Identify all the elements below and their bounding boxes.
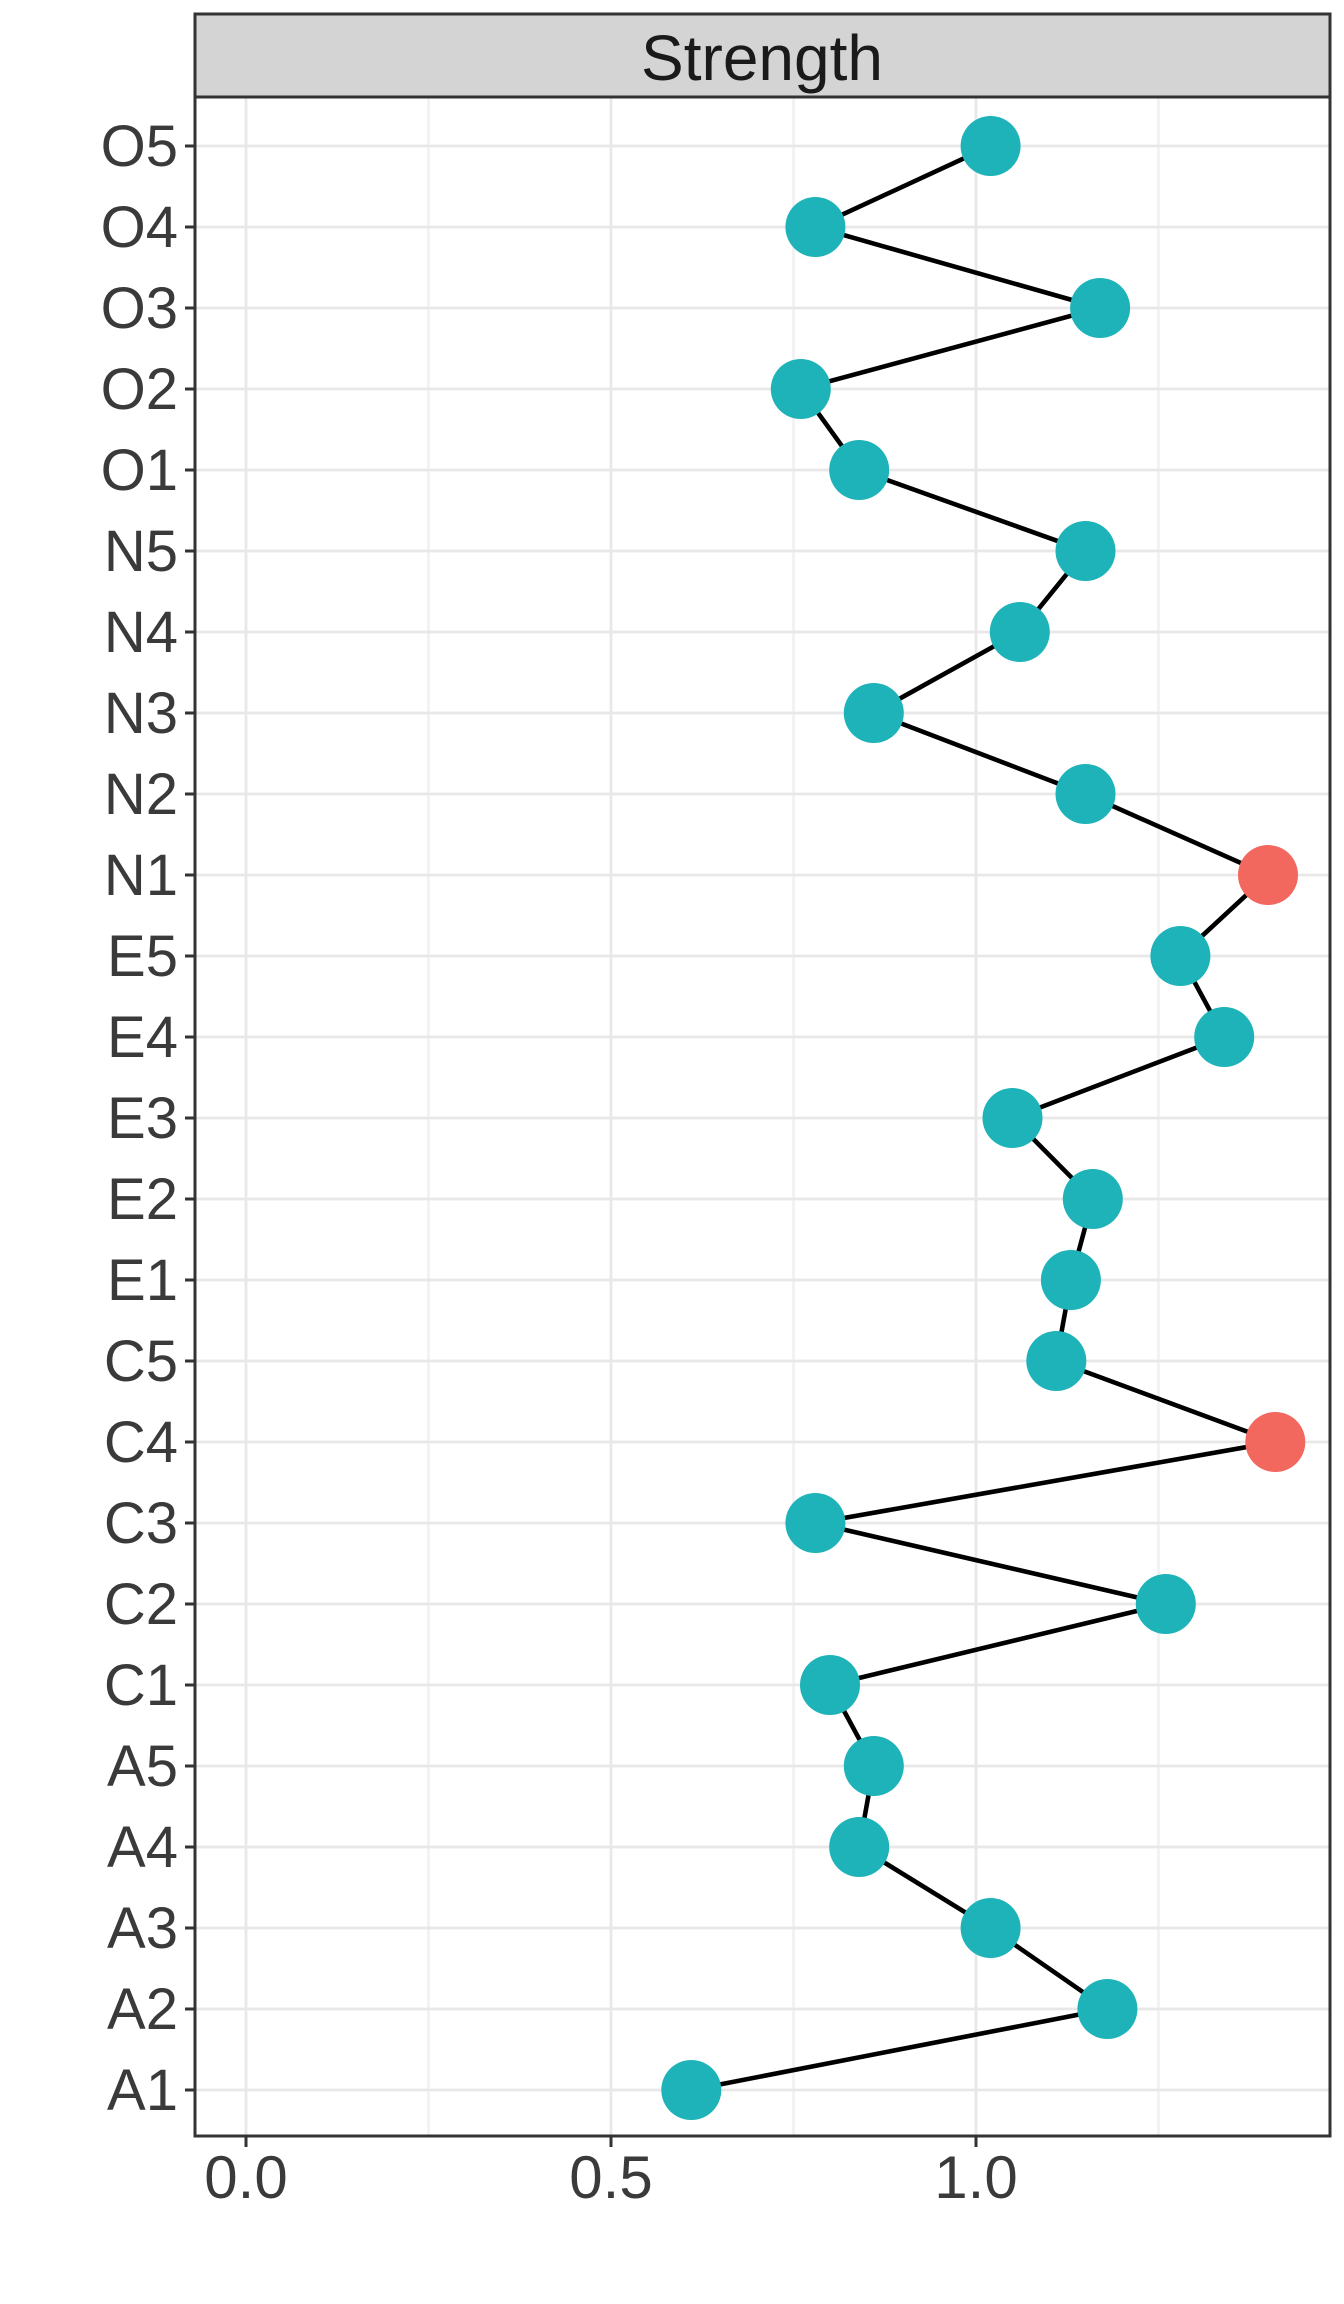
data-point-O4: [785, 197, 846, 257]
y-axis-label-E3: E3: [107, 1086, 178, 1151]
y-axis-label-N4: N4: [104, 600, 178, 665]
y-axis-label-N2: N2: [104, 762, 178, 827]
data-point-C2: [1135, 1574, 1196, 1634]
data-point-O1: [829, 440, 890, 500]
data-point-E3: [982, 1088, 1043, 1148]
y-axis-label-A3: A3: [107, 1896, 178, 1961]
axis-ticks-layer: [185, 144, 978, 2147]
facet-strip: [193, 12, 1332, 99]
data-point-N1: [1238, 845, 1298, 905]
data-point-A4: [829, 1817, 890, 1877]
data-point-C3: [785, 1493, 846, 1553]
data-point-E2: [1062, 1169, 1123, 1229]
y-axis-label-E1: E1: [107, 1248, 178, 1313]
x-axis-label-0.5: 0.5: [569, 2144, 652, 2211]
data-point-N2: [1055, 764, 1116, 824]
data-point-O5: [960, 116, 1021, 176]
data-point-E5: [1150, 926, 1211, 986]
y-axis-label-C3: C3: [104, 1491, 178, 1556]
data-point-A3: [960, 1898, 1021, 1958]
y-axis-label-O5: O5: [101, 114, 178, 179]
y-axis-label-E5: E5: [107, 924, 178, 989]
y-axis-label-A5: A5: [107, 1734, 178, 1799]
y-axis-label-O1: O1: [101, 438, 178, 503]
data-point-A1: [661, 2060, 722, 2120]
x-axis-label-1.0: 1.0: [934, 2144, 1017, 2211]
y-axis-label-C4: C4: [104, 1410, 178, 1475]
axis-labels-layer: O5 O4 O3 O2 O1 N5 N4 N3 N2 N1 E5 E4 E3 E2 E1 C5 C4 C3 C2 C1…: [101, 114, 1018, 2211]
data-point-A2: [1077, 1979, 1138, 2039]
data-point-N5: [1055, 521, 1116, 581]
y-axis-label-C5: C5: [104, 1329, 178, 1394]
y-axis-label-C1: C1: [104, 1653, 178, 1718]
y-axis-label-N1: N1: [104, 843, 178, 908]
y-axis-label-O4: O4: [101, 195, 178, 260]
gridlines-layer: [195, 97, 1330, 2136]
y-axis-label-O3: O3: [101, 276, 178, 341]
data-point-O3: [1070, 278, 1131, 338]
y-axis-label-N5: N5: [104, 519, 178, 584]
data-point-E4: [1194, 1007, 1255, 1067]
data-points-layer: [661, 116, 1306, 2120]
y-axis-label-A1: A1: [107, 2058, 178, 2123]
y-axis-label-C2: C2: [104, 1572, 178, 1637]
facet-strip-title: Strength: [641, 22, 883, 94]
x-axis-label-0.0: 0.0: [204, 2144, 287, 2211]
data-point-N4: [989, 602, 1050, 662]
y-axis-label-N3: N3: [104, 681, 178, 746]
data-point-A5: [843, 1736, 904, 1796]
data-point-O2: [770, 359, 831, 419]
data-point-C5: [1026, 1331, 1087, 1391]
y-axis-label-A4: A4: [107, 1815, 178, 1880]
data-point-E1: [1040, 1250, 1101, 1310]
data-point-N3: [843, 683, 904, 743]
y-axis-label-O2: O2: [101, 357, 178, 422]
data-point-C1: [800, 1655, 860, 1715]
panel-background: [195, 97, 1330, 2136]
data-point-C4: [1245, 1412, 1306, 1472]
y-axis-label-A2: A2: [107, 1977, 178, 2042]
y-axis-label-E2: E2: [107, 1167, 178, 1232]
y-axis-label-E4: E4: [107, 1005, 178, 1070]
